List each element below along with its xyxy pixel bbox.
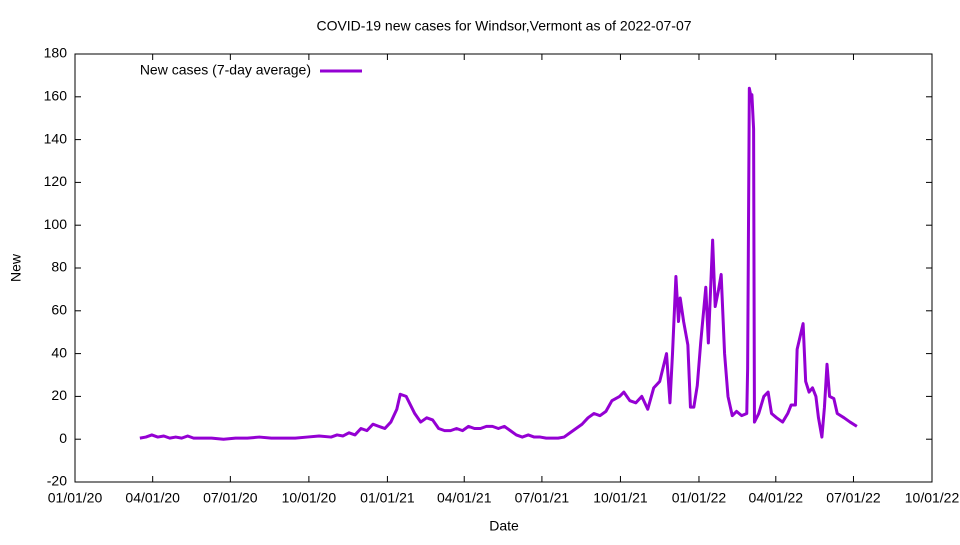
x-tick-label: 10/01/20 — [282, 490, 337, 506]
x-tick-label: 04/01/20 — [125, 490, 180, 506]
x-tick-label: 07/01/20 — [203, 490, 258, 506]
y-tick-label: 20 — [51, 387, 67, 403]
x-tick-label: 10/01/22 — [905, 490, 960, 506]
y-tick-label: 100 — [44, 216, 68, 232]
data-line — [139, 86, 858, 441]
y-tick-label: 160 — [44, 88, 68, 104]
y-tick-label: 80 — [51, 259, 67, 275]
x-tick-label: 04/01/22 — [749, 490, 804, 506]
y-tick-label: 120 — [44, 173, 68, 189]
x-tick-label: 10/01/21 — [593, 490, 648, 506]
x-axis-label: Date — [489, 518, 519, 534]
legend-label: New cases (7-day average) — [140, 62, 311, 78]
y-tick-label: 140 — [44, 130, 68, 146]
x-tick-label: 07/01/21 — [515, 490, 570, 506]
y-tick-label: 40 — [51, 344, 67, 360]
y-tick-label: 0 — [59, 430, 67, 446]
y-tick-label: 60 — [51, 302, 67, 318]
x-tick-label: 07/01/22 — [826, 490, 881, 506]
chart-title: COVID-19 new cases for Windsor,Vermont a… — [316, 18, 691, 34]
y-tick-label: 180 — [44, 45, 68, 61]
plot-frame — [74, 53, 933, 483]
x-tick-label: 01/01/21 — [360, 490, 415, 506]
x-tick-label: 01/01/20 — [48, 490, 103, 506]
x-tick-label: 04/01/21 — [437, 490, 492, 506]
x-tick-label: 01/01/22 — [672, 490, 727, 506]
y-axis-label: New — [8, 253, 24, 282]
y-tick-label: -20 — [47, 473, 67, 489]
